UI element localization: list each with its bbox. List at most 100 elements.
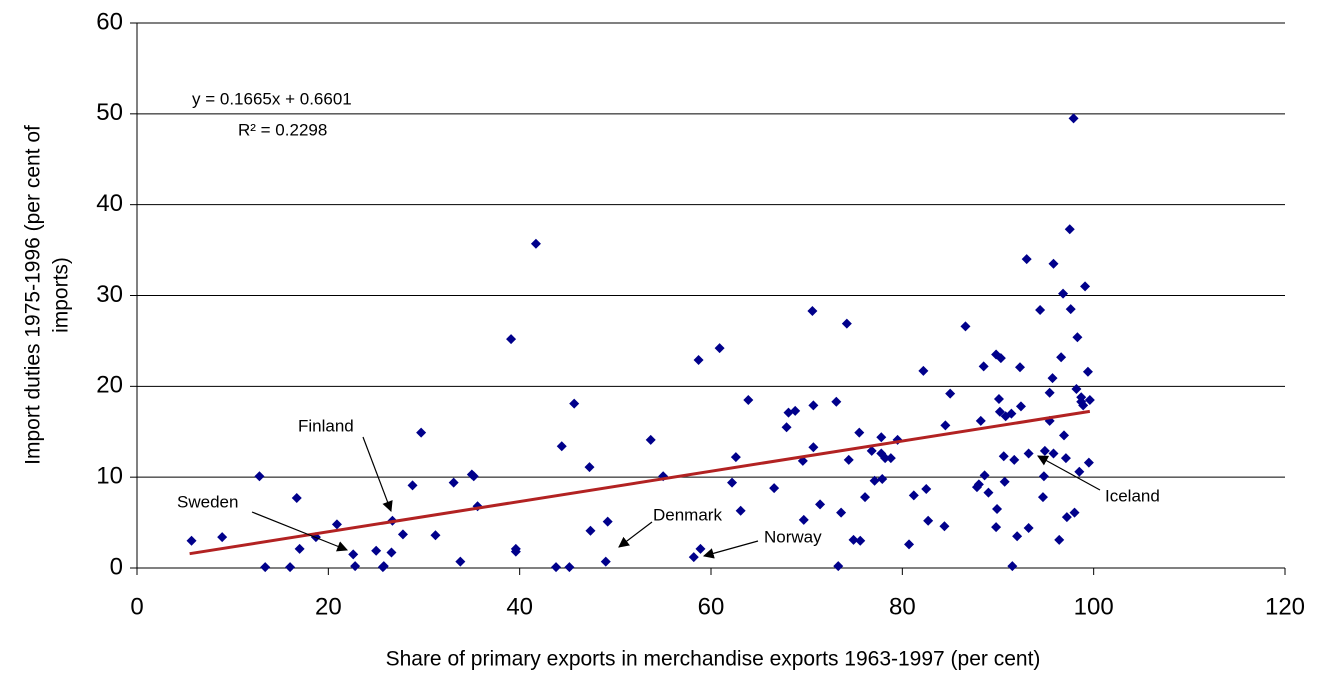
point: [1076, 392, 1087, 403]
point: [880, 453, 891, 464]
point: [1039, 445, 1050, 456]
x-axis-label: Share of primary exports in merchandise …: [386, 648, 1041, 671]
label-denmark: Denmark: [653, 505, 722, 524]
point: [790, 405, 801, 416]
point: [1068, 113, 1079, 124]
y-axis-label-line: Import duties 1975-1996 (per cent of: [22, 125, 45, 465]
point: [978, 361, 989, 372]
point: [992, 503, 1003, 514]
point: [960, 321, 971, 332]
equation: y = 0.1665x + 0.6601: [192, 89, 352, 108]
point: [584, 462, 595, 473]
point: [866, 445, 877, 456]
point: [510, 546, 521, 557]
point: [831, 396, 842, 407]
point: [564, 562, 575, 573]
point: [407, 480, 418, 491]
point: [1061, 512, 1072, 523]
point: [815, 499, 826, 510]
point: [877, 473, 888, 484]
point: [1064, 224, 1075, 235]
marks: [186, 113, 1095, 573]
point: [1071, 384, 1082, 395]
point: [1059, 430, 1070, 441]
x-tick-label: 60: [698, 593, 725, 620]
point: [841, 318, 852, 329]
point: [386, 547, 397, 558]
point: [585, 525, 596, 536]
point: [940, 420, 951, 431]
y-tick-label: 30: [96, 281, 123, 308]
point: [1054, 534, 1065, 545]
point: [217, 532, 228, 543]
point: [378, 561, 389, 572]
point: [260, 562, 271, 573]
point: [1074, 466, 1085, 477]
point: [923, 515, 934, 526]
point: [973, 479, 984, 490]
point: [506, 334, 517, 345]
point: [836, 507, 847, 518]
y-tick-label: 50: [96, 99, 123, 126]
arrow: [702, 540, 759, 559]
point: [921, 483, 932, 494]
point: [808, 400, 819, 411]
point: [1056, 352, 1067, 363]
label-norway: Norway: [764, 527, 822, 546]
point: [1038, 471, 1049, 482]
y-axis-label: Import duties 1975-1996 (per cent of imp…: [22, 125, 73, 465]
point: [998, 451, 1009, 462]
point: [939, 521, 950, 532]
y-axis-label-line: imports): [50, 257, 73, 333]
arrow: [362, 436, 393, 513]
point: [1015, 401, 1026, 412]
y-tick-label: 60: [96, 8, 123, 35]
point: [348, 549, 359, 560]
point: [991, 522, 1002, 533]
point: [945, 388, 956, 399]
point: [1065, 304, 1076, 315]
point: [371, 545, 382, 556]
y-tick-label: 40: [96, 190, 123, 217]
point: [1037, 492, 1048, 503]
point: [556, 441, 567, 452]
x-tick-label: 80: [889, 593, 916, 620]
point: [769, 483, 780, 494]
point: [551, 562, 562, 573]
point: [1015, 362, 1026, 373]
arrow: [618, 521, 653, 548]
point: [285, 562, 296, 573]
point: [1048, 448, 1059, 459]
x-tick-label: 20: [315, 593, 342, 620]
point: [602, 516, 613, 527]
point: [1023, 448, 1034, 459]
point: [808, 442, 819, 453]
point: [695, 543, 706, 554]
point: [869, 475, 880, 486]
point: [186, 535, 197, 546]
point: [833, 561, 844, 572]
point: [1009, 454, 1020, 465]
point: [1072, 332, 1083, 343]
point: [688, 552, 699, 563]
label-iceland: Iceland: [1105, 486, 1160, 505]
point: [908, 490, 919, 501]
arrow: [1037, 455, 1101, 491]
point: [1044, 387, 1055, 398]
point: [350, 561, 361, 572]
x-tick-label: 120: [1265, 593, 1305, 620]
point: [993, 394, 1004, 405]
point: [693, 354, 704, 365]
point: [854, 427, 865, 438]
grid: 0 10 20 30 40 50 60 0 20 40 60 80 100 120: [96, 8, 1305, 620]
point: [918, 365, 929, 376]
x-tick-label: 40: [506, 593, 533, 620]
point: [975, 415, 986, 426]
point: [1060, 453, 1071, 464]
point: [468, 471, 479, 482]
label-sweden: Sweden: [177, 492, 238, 511]
point: [730, 452, 741, 463]
point: [455, 556, 466, 567]
point: [876, 432, 887, 443]
